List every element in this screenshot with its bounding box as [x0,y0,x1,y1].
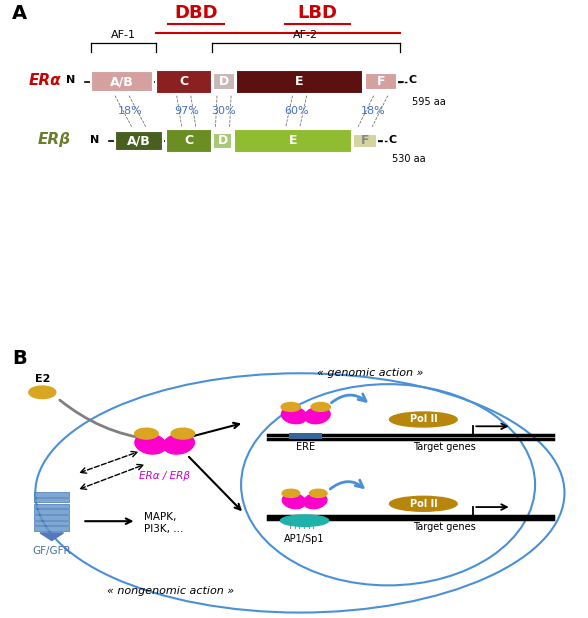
FancyBboxPatch shape [115,130,163,151]
Text: D: D [219,75,229,88]
Text: LBD: LBD [298,4,338,22]
FancyBboxPatch shape [236,69,363,93]
Ellipse shape [282,494,306,509]
FancyBboxPatch shape [34,515,69,520]
Text: GF/GFR: GF/GFR [32,546,71,556]
Text: B: B [12,349,26,368]
Ellipse shape [389,496,457,511]
FancyBboxPatch shape [34,504,69,508]
Text: Pol II: Pol II [410,415,437,425]
Text: F: F [361,134,369,148]
Text: A/B: A/B [127,134,151,148]
Text: « genomic action »: « genomic action » [318,368,423,378]
Text: AF-2: AF-2 [293,30,318,40]
Text: Pol II: Pol II [410,499,437,509]
Text: N: N [89,135,99,145]
Text: D: D [218,134,228,148]
Text: 18%: 18% [118,106,143,116]
FancyBboxPatch shape [34,520,69,525]
Text: 530 aa: 530 aa [392,154,425,164]
Ellipse shape [282,407,307,424]
Ellipse shape [280,515,329,527]
Text: AP1/Sp1: AP1/Sp1 [285,534,325,544]
FancyBboxPatch shape [34,527,69,531]
Text: DBD: DBD [174,4,218,22]
FancyBboxPatch shape [289,433,322,439]
FancyBboxPatch shape [166,129,212,153]
FancyBboxPatch shape [91,71,153,91]
FancyBboxPatch shape [34,509,69,514]
Text: A: A [12,4,27,23]
Ellipse shape [389,412,457,427]
FancyBboxPatch shape [365,73,397,90]
FancyBboxPatch shape [156,69,212,93]
FancyBboxPatch shape [234,129,352,153]
Text: C: C [409,75,417,85]
Text: 595 aa: 595 aa [412,97,445,107]
Text: Target genes: Target genes [413,522,475,532]
Text: C: C [184,134,193,148]
Text: ERα: ERα [29,73,62,88]
Circle shape [311,402,330,412]
Text: ERα / ERβ: ERα / ERβ [139,471,190,481]
FancyBboxPatch shape [213,73,235,90]
Text: MAPK,
PI3K, ...: MAPK, PI3K, ... [144,512,183,533]
Text: E2: E2 [35,374,50,384]
FancyBboxPatch shape [353,134,377,148]
Circle shape [29,386,56,399]
Text: E: E [289,134,297,148]
Ellipse shape [305,407,330,424]
FancyBboxPatch shape [34,498,69,502]
Circle shape [282,489,300,497]
Text: ERβ: ERβ [38,132,71,147]
FancyBboxPatch shape [34,492,69,497]
Text: C: C [179,75,188,88]
Text: 60%: 60% [284,106,309,116]
Text: 97%: 97% [174,106,199,116]
Text: « nongenomic action »: « nongenomic action » [107,586,234,596]
Text: F: F [376,75,385,88]
Text: Target genes: Target genes [413,442,475,452]
Circle shape [281,402,300,412]
Text: AF-1: AF-1 [111,30,136,40]
FancyArrowPatch shape [330,480,363,489]
Text: N: N [66,75,75,85]
Circle shape [135,428,158,439]
Polygon shape [40,533,64,541]
Circle shape [171,428,195,439]
Text: C: C [389,135,397,145]
Text: A/B: A/B [110,75,134,88]
FancyBboxPatch shape [213,132,232,149]
Circle shape [309,489,327,497]
Text: ERE: ERE [296,442,315,452]
Ellipse shape [163,434,195,454]
Text: E: E [295,75,304,88]
FancyArrowPatch shape [332,394,366,403]
Text: 30%: 30% [211,106,236,116]
Text: 18%: 18% [360,106,385,116]
Ellipse shape [135,434,166,454]
Ellipse shape [303,494,327,509]
